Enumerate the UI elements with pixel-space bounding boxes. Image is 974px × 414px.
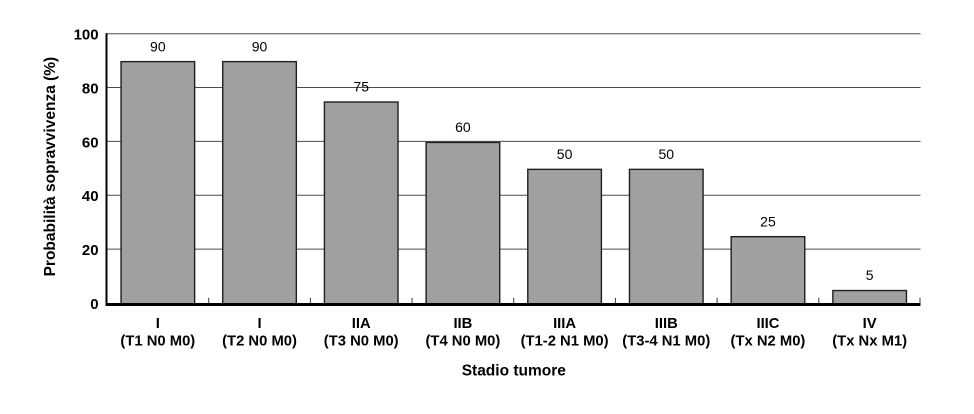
svg-text:(T3-4 N1 M0): (T3-4 N1 M0) (622, 333, 710, 349)
svg-text:Stadio tumore: Stadio tumore (462, 363, 567, 380)
svg-text:Probabilità sopravvivenza (%): Probabilità sopravvivenza (%) (42, 57, 59, 277)
svg-text:60: 60 (455, 119, 471, 135)
svg-text:(Tx N2 M0): (Tx N2 M0) (731, 333, 806, 349)
svg-text:20: 20 (82, 242, 99, 259)
svg-text:100: 100 (74, 27, 99, 44)
svg-text:(T2 N0 M0): (T2 N0 M0) (222, 333, 297, 349)
svg-text:80: 80 (82, 80, 99, 97)
svg-text:(Tx Nx M1): (Tx Nx M1) (832, 333, 907, 349)
svg-text:IV: IV (863, 316, 877, 332)
svg-text:(T1 N0 M0): (T1 N0 M0) (120, 333, 195, 349)
svg-text:25: 25 (760, 213, 776, 229)
svg-text:(T4 N0 M0): (T4 N0 M0) (425, 333, 500, 349)
svg-text:(T1-2 N1 M0): (T1-2 N1 M0) (521, 333, 609, 349)
svg-text:90: 90 (150, 38, 166, 54)
svg-text:0: 0 (90, 296, 98, 313)
svg-text:50: 50 (658, 146, 674, 162)
svg-text:60: 60 (82, 134, 99, 151)
svg-text:(T3 N0 M0): (T3 N0 M0) (324, 333, 399, 349)
svg-text:I: I (156, 316, 160, 332)
svg-text:50: 50 (557, 146, 573, 162)
svg-text:40: 40 (82, 188, 99, 205)
svg-text:IIIC: IIIC (756, 316, 779, 332)
svg-text:IIIB: IIIB (655, 316, 678, 332)
svg-text:75: 75 (353, 79, 369, 95)
svg-text:IIIA: IIIA (553, 316, 576, 332)
svg-text:IIB: IIB (453, 316, 472, 332)
svg-text:IIA: IIA (352, 316, 371, 332)
svg-text:I: I (257, 316, 261, 332)
svg-text:5: 5 (866, 267, 874, 283)
svg-text:90: 90 (252, 38, 268, 54)
